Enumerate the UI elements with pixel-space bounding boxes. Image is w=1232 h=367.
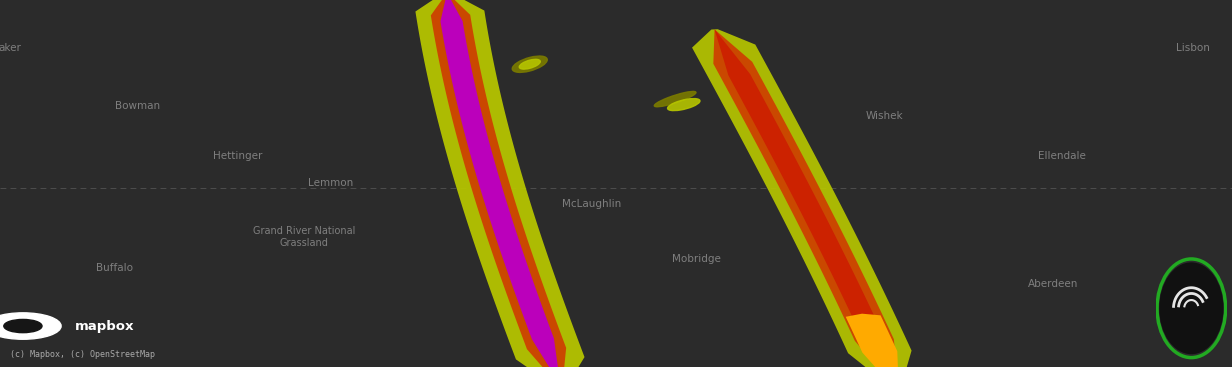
- Text: Ellendale: Ellendale: [1039, 151, 1085, 161]
- Circle shape: [1159, 263, 1223, 353]
- Text: Bowman: Bowman: [116, 101, 160, 112]
- Text: Aberdeen: Aberdeen: [1029, 279, 1078, 290]
- Circle shape: [4, 319, 42, 333]
- Polygon shape: [415, 0, 584, 367]
- Ellipse shape: [654, 91, 696, 107]
- Text: Grand River National
Grassland: Grand River National Grassland: [253, 226, 356, 247]
- Polygon shape: [440, 0, 561, 367]
- Ellipse shape: [668, 99, 700, 110]
- Polygon shape: [431, 0, 567, 367]
- Polygon shape: [713, 29, 898, 367]
- Polygon shape: [692, 29, 912, 367]
- Ellipse shape: [519, 59, 541, 69]
- Text: Mobridge: Mobridge: [671, 254, 721, 264]
- Ellipse shape: [513, 56, 547, 72]
- Text: (c) Mapbox, (c) OpenStreetMap: (c) Mapbox, (c) OpenStreetMap: [10, 350, 154, 359]
- Text: McLaughlin: McLaughlin: [562, 199, 621, 209]
- Text: Hettinger: Hettinger: [213, 151, 262, 161]
- Polygon shape: [715, 29, 898, 367]
- Text: Lisbon: Lisbon: [1175, 43, 1210, 53]
- Text: aker: aker: [0, 43, 21, 53]
- Polygon shape: [715, 29, 894, 367]
- Text: Wishek: Wishek: [866, 110, 903, 121]
- Circle shape: [0, 313, 62, 339]
- Text: Lemmon: Lemmon: [308, 178, 352, 189]
- Text: mapbox: mapbox: [75, 320, 134, 333]
- Text: Buffalo: Buffalo: [96, 263, 133, 273]
